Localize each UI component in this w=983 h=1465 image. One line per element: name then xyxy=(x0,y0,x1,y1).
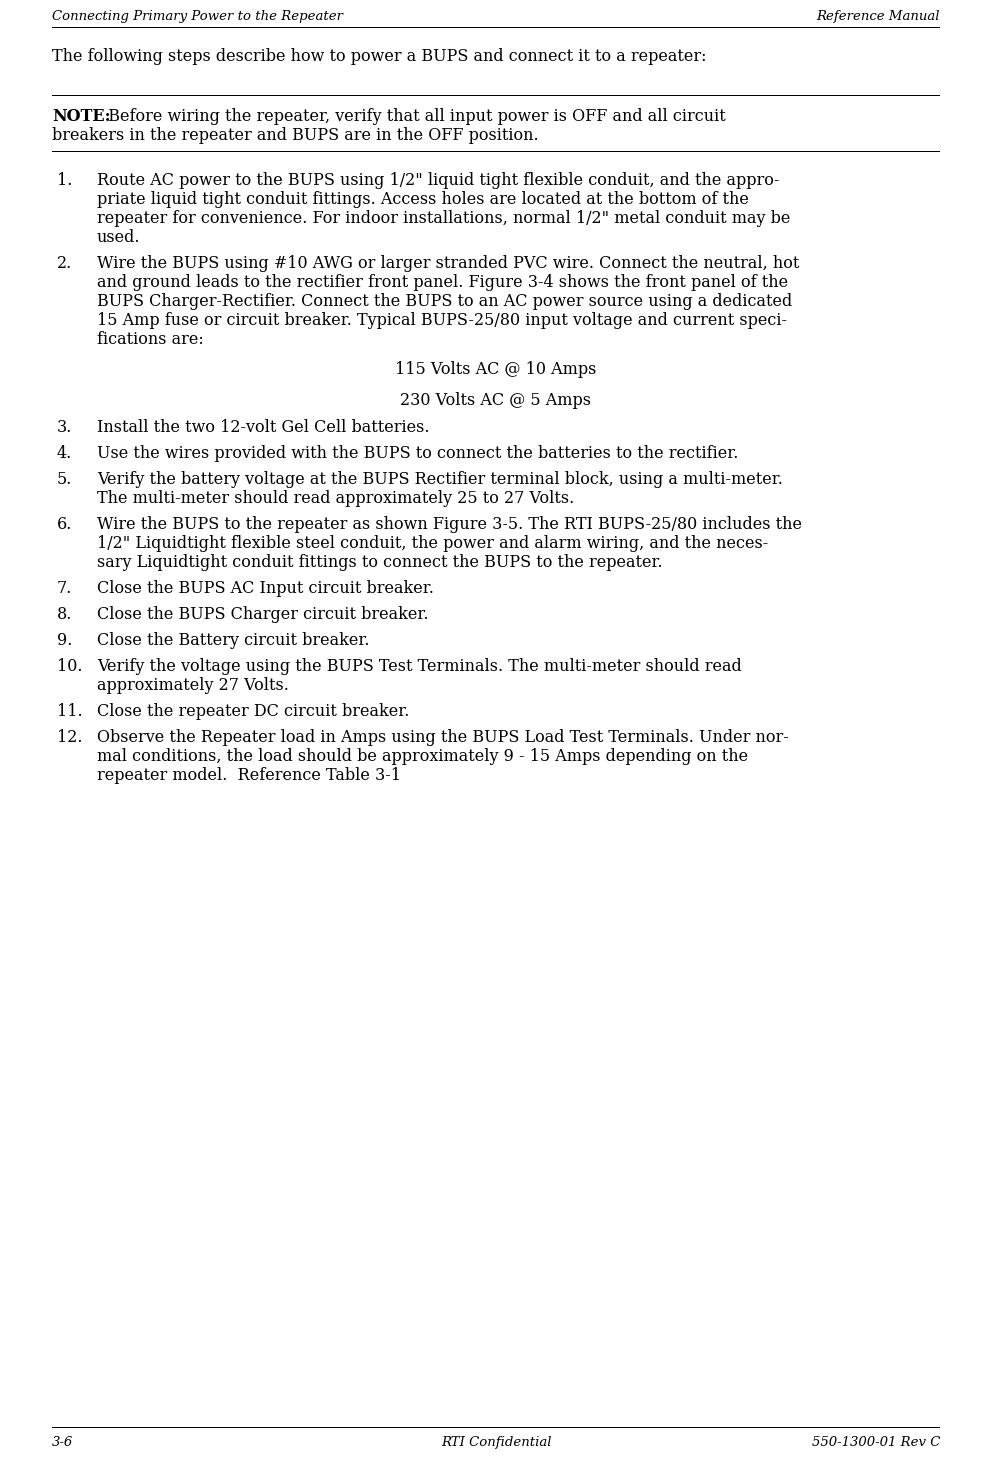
Text: Use the wires provided with the BUPS to connect the batteries to the rectifier.: Use the wires provided with the BUPS to … xyxy=(97,445,738,461)
Text: 3.: 3. xyxy=(57,419,73,437)
Text: priate liquid tight conduit fittings. Access holes are located at the bottom of : priate liquid tight conduit fittings. Ac… xyxy=(97,190,749,208)
Text: 5.: 5. xyxy=(57,472,73,488)
Text: 6.: 6. xyxy=(57,516,73,533)
Text: Close the BUPS AC Input circuit breaker.: Close the BUPS AC Input circuit breaker. xyxy=(97,580,434,598)
Text: Wire the BUPS using #10 AWG or larger stranded PVC wire. Connect the neutral, ho: Wire the BUPS using #10 AWG or larger st… xyxy=(97,255,799,272)
Text: 7.: 7. xyxy=(57,580,73,598)
Text: 230 Volts AC @ 5 Amps: 230 Volts AC @ 5 Amps xyxy=(400,393,592,409)
Text: RTI Confidential: RTI Confidential xyxy=(440,1436,551,1449)
Text: mal conditions, the load should be approximately 9 - 15 Amps depending on the: mal conditions, the load should be appro… xyxy=(97,749,748,765)
Text: 8.: 8. xyxy=(57,607,73,623)
Text: breakers in the repeater and BUPS are in the OFF position.: breakers in the repeater and BUPS are in… xyxy=(52,127,539,144)
Text: 15 Amp fuse or circuit breaker. Typical BUPS-25/80 input voltage and current spe: 15 Amp fuse or circuit breaker. Typical … xyxy=(97,312,787,330)
Text: 2.: 2. xyxy=(57,255,72,272)
Text: approximately 27 Volts.: approximately 27 Volts. xyxy=(97,677,289,694)
Text: Wire the BUPS to the repeater as shown Figure 3-5. The RTI BUPS-25/80 includes t: Wire the BUPS to the repeater as shown F… xyxy=(97,516,802,533)
Text: 12.: 12. xyxy=(57,730,83,746)
Text: Route AC power to the BUPS using 1/2" liquid tight flexible conduit, and the app: Route AC power to the BUPS using 1/2" li… xyxy=(97,171,780,189)
Text: NOTE:: NOTE: xyxy=(52,108,111,125)
Text: Close the BUPS Charger circuit breaker.: Close the BUPS Charger circuit breaker. xyxy=(97,607,429,623)
Text: 3-6: 3-6 xyxy=(52,1436,74,1449)
Text: 1/2" Liquidtight flexible steel conduit, the power and alarm wiring, and the nec: 1/2" Liquidtight flexible steel conduit,… xyxy=(97,535,769,552)
Text: and ground leads to the rectifier front panel. Figure 3-4 shows the front panel : and ground leads to the rectifier front … xyxy=(97,274,788,292)
Text: Verify the voltage using the BUPS Test Terminals. The multi-meter should read: Verify the voltage using the BUPS Test T… xyxy=(97,658,742,675)
Text: 9.: 9. xyxy=(57,631,73,649)
Text: 115 Volts AC @ 10 Amps: 115 Volts AC @ 10 Amps xyxy=(395,360,597,378)
Text: 11.: 11. xyxy=(57,703,83,719)
Text: The following steps describe how to power a BUPS and connect it to a repeater:: The following steps describe how to powe… xyxy=(52,48,707,64)
Text: 550-1300-01 Rev C: 550-1300-01 Rev C xyxy=(812,1436,940,1449)
Text: repeater model.  Reference Table 3-1: repeater model. Reference Table 3-1 xyxy=(97,768,401,784)
Text: Connecting Primary Power to the Repeater: Connecting Primary Power to the Repeater xyxy=(52,10,343,23)
Text: Reference Manual: Reference Manual xyxy=(817,10,940,23)
Text: The multi-meter should read approximately 25 to 27 Volts.: The multi-meter should read approximatel… xyxy=(97,489,574,507)
Text: Close the repeater DC circuit breaker.: Close the repeater DC circuit breaker. xyxy=(97,703,409,719)
Text: Verify the battery voltage at the BUPS Rectifier terminal block, using a multi-m: Verify the battery voltage at the BUPS R… xyxy=(97,472,782,488)
Text: sary Liquidtight conduit fittings to connect the BUPS to the repeater.: sary Liquidtight conduit fittings to con… xyxy=(97,554,663,571)
Text: 4.: 4. xyxy=(57,445,72,461)
Text: fications are:: fications are: xyxy=(97,331,203,349)
Text: 10.: 10. xyxy=(57,658,83,675)
Text: BUPS Charger-Rectifier. Connect the BUPS to an AC power source using a dedicated: BUPS Charger-Rectifier. Connect the BUPS… xyxy=(97,293,792,311)
Text: repeater for convenience. For indoor installations, normal 1/2" metal conduit ma: repeater for convenience. For indoor ins… xyxy=(97,209,790,227)
Text: Observe the Repeater load in Amps using the BUPS Load Test Terminals. Under nor-: Observe the Repeater load in Amps using … xyxy=(97,730,788,746)
Text: Install the two 12-volt Gel Cell batteries.: Install the two 12-volt Gel Cell batteri… xyxy=(97,419,430,437)
Text: 1.: 1. xyxy=(57,171,73,189)
Text: Before wiring the repeater, verify that all input power is OFF and all circuit: Before wiring the repeater, verify that … xyxy=(98,108,725,125)
Text: Close the Battery circuit breaker.: Close the Battery circuit breaker. xyxy=(97,631,370,649)
Text: used.: used. xyxy=(97,229,141,246)
